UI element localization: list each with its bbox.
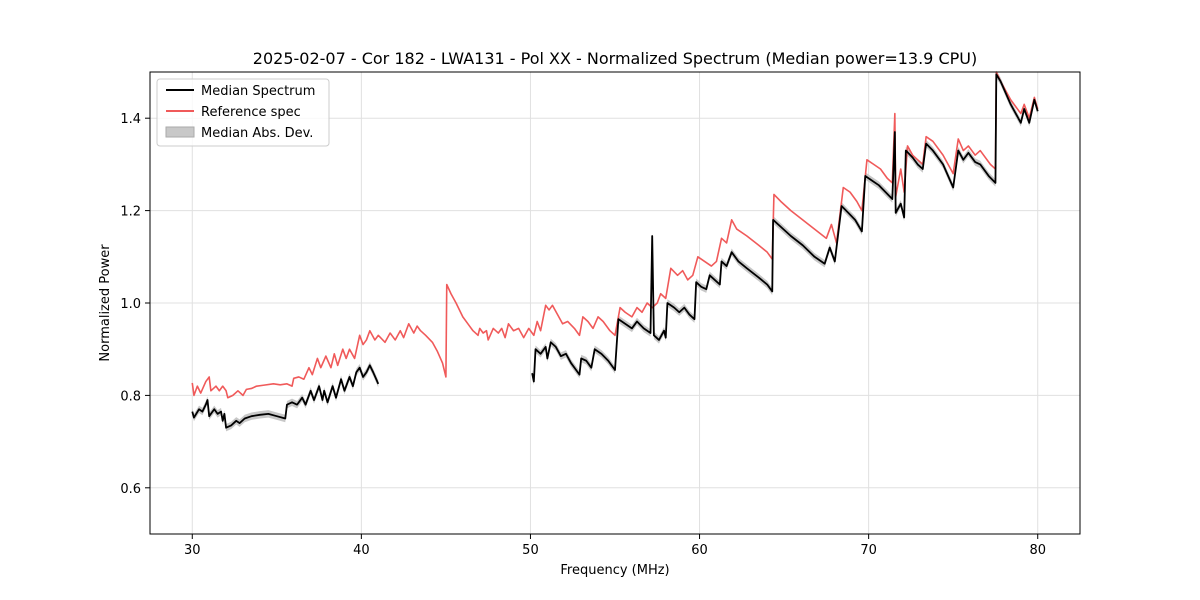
y-tick-label: 1.0 <box>120 297 141 312</box>
x-tick-label: 50 <box>522 543 539 558</box>
reference-spectrum-line <box>191 71 1039 399</box>
x-tick-label: 70 <box>860 543 877 558</box>
legend-label-mad: Median Abs. Dev. <box>201 126 313 141</box>
y-tick-label: 0.8 <box>120 389 141 404</box>
chart-title: 2025-02-07 - Cor 182 - LWA131 - Pol XX -… <box>253 49 977 68</box>
y-tick-label: 0.6 <box>120 482 141 497</box>
legend-label-median: Median Spectrum <box>201 84 315 99</box>
legend-box <box>156 78 330 147</box>
x-tick-label: 60 <box>691 543 708 558</box>
x-tick-label: 40 <box>353 543 370 558</box>
x-tick-label: 80 <box>1029 543 1046 558</box>
y-axis-label: Normalized Power <box>98 244 113 362</box>
x-tick-label: 30 <box>184 543 201 558</box>
x-axis-label: Frequency (MHz) <box>560 563 669 578</box>
median-spectrum-line <box>531 73 1039 383</box>
median-spectrum-line <box>191 364 380 429</box>
legend-label-reference: Reference spec <box>201 105 301 120</box>
axis-ticks: 30 40 50 60 70 80 0.6 0.8 1.0 1.2 1.4 <box>120 112 1046 558</box>
legend-swatch-mad <box>165 126 195 138</box>
mad-band <box>532 70 1038 386</box>
series-lines <box>191 71 1039 429</box>
y-tick-label: 1.2 <box>120 205 141 220</box>
legend: Median Spectrum Reference spec Median Ab… <box>156 78 330 147</box>
grid-lines <box>150 72 1080 534</box>
y-tick-label: 1.4 <box>120 112 141 127</box>
